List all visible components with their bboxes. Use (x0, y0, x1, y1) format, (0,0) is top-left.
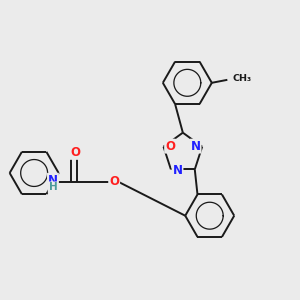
Text: N: N (48, 174, 58, 187)
Text: N: N (190, 140, 201, 153)
Text: CH₃: CH₃ (233, 74, 252, 83)
Text: O: O (165, 140, 175, 153)
Text: N: N (172, 164, 182, 176)
Text: O: O (109, 175, 119, 188)
Text: H: H (49, 182, 57, 192)
Text: O: O (70, 146, 80, 159)
